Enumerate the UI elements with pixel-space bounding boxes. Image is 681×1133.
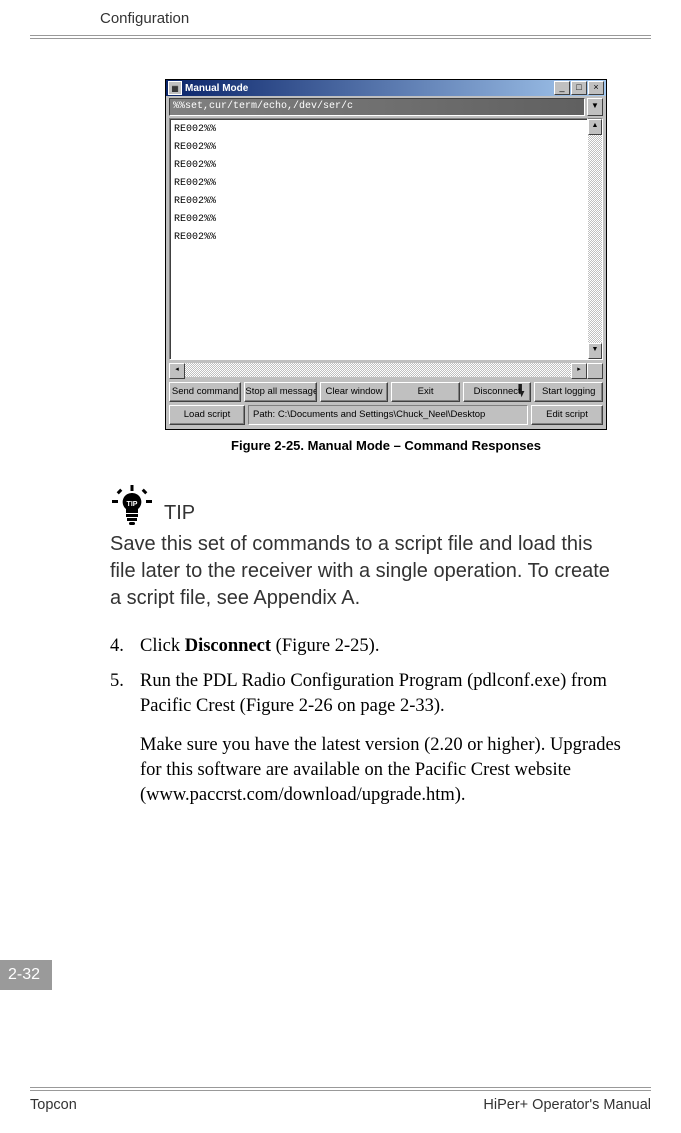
steps-list: 4. Click Disconnect (Figure 2-25). 5. Ru… bbox=[110, 634, 621, 808]
clear-window-button[interactable]: Clear window bbox=[320, 382, 389, 402]
output-line: RE002%% bbox=[174, 157, 583, 175]
scroll-down-icon[interactable]: ▼ bbox=[588, 343, 602, 359]
horizontal-scrollbar[interactable]: ◂ ▸ bbox=[169, 363, 603, 377]
stop-messages-button[interactable]: Stop all messages bbox=[244, 382, 316, 402]
scroll-left-icon[interactable]: ◂ bbox=[169, 363, 185, 379]
send-command-button[interactable]: Send command bbox=[169, 382, 241, 402]
output-area: RE002%% RE002%% RE002%% RE002%% RE002%% … bbox=[169, 118, 588, 360]
output-line: RE002%% bbox=[174, 121, 583, 139]
screenshot-figure: ▦ Manual Mode _ □ × %%set,cur/term/echo,… bbox=[165, 79, 607, 430]
page-number: 2-32 bbox=[0, 960, 52, 990]
step-body: Click Disconnect (Figure 2-25). bbox=[140, 634, 621, 659]
footer-rule bbox=[30, 1087, 651, 1091]
step-number: 4. bbox=[110, 634, 140, 659]
exit-button[interactable]: Exit bbox=[391, 382, 460, 402]
step-number: 5. bbox=[110, 669, 140, 808]
step-text: (Figure 2-25). bbox=[271, 636, 379, 656]
step-text: Click bbox=[140, 636, 185, 656]
start-logging-button[interactable]: Start logging bbox=[534, 382, 603, 402]
output-line: RE002%% bbox=[174, 229, 583, 247]
step-paragraph: Make sure you have the latest version (2… bbox=[140, 733, 621, 808]
app-icon: ▦ bbox=[168, 81, 182, 95]
step-bold: Disconnect bbox=[185, 636, 271, 656]
tip-icon: TIP bbox=[110, 483, 154, 527]
footer-right: HiPer+ Operator's Manual bbox=[483, 1097, 651, 1113]
step-body: Run the PDL Radio Configuration Program … bbox=[140, 669, 621, 808]
svg-text:TIP: TIP bbox=[127, 501, 138, 508]
minimize-button[interactable]: _ bbox=[554, 81, 570, 95]
output-line: RE002%% bbox=[174, 139, 583, 157]
tip-body: Save this set of commands to a script fi… bbox=[110, 531, 621, 612]
section-header: Configuration bbox=[0, 10, 651, 35]
output-line: RE002%% bbox=[174, 193, 583, 211]
output-line: RE002%% bbox=[174, 211, 583, 229]
scroll-track[interactable] bbox=[185, 363, 571, 377]
step-paragraph: Run the PDL Radio Configuration Program … bbox=[140, 669, 621, 719]
scroll-track[interactable] bbox=[588, 135, 602, 343]
window-titlebar: ▦ Manual Mode _ □ × bbox=[166, 80, 606, 96]
path-label: Path: C:\Documents and Settings\Chuck_Ne… bbox=[248, 405, 528, 425]
manual-mode-window: ▦ Manual Mode _ □ × %%set,cur/term/echo,… bbox=[165, 79, 607, 430]
scroll-right-icon[interactable]: ▸ bbox=[571, 363, 587, 379]
command-dropdown-icon[interactable]: ▼ bbox=[587, 98, 603, 116]
command-input[interactable]: %%set,cur/term/echo,/dev/ser/c bbox=[169, 98, 585, 116]
header-rule bbox=[30, 35, 651, 39]
footer-left: Topcon bbox=[30, 1097, 77, 1113]
vertical-scrollbar[interactable]: ▲ ▼ bbox=[588, 118, 603, 360]
footer: Topcon HiPer+ Operator's Manual bbox=[30, 1087, 651, 1113]
window-title: Manual Mode bbox=[185, 83, 554, 94]
tip-block: TIP TIP Save this set of commands to a s… bbox=[110, 483, 621, 612]
scroll-up-icon[interactable]: ▲ bbox=[588, 119, 602, 135]
figure-caption: Figure 2-25. Manual Mode – Command Respo… bbox=[165, 438, 607, 453]
output-line: RE002%% bbox=[174, 175, 583, 193]
close-button[interactable]: × bbox=[588, 81, 604, 95]
load-script-button[interactable]: Load script bbox=[169, 405, 245, 425]
tip-label: TIP bbox=[164, 502, 195, 525]
edit-script-button[interactable]: Edit script bbox=[531, 405, 603, 425]
scroll-corner bbox=[587, 363, 603, 379]
disconnect-button[interactable]: Disconnect bbox=[463, 382, 532, 402]
maximize-button[interactable]: □ bbox=[571, 81, 587, 95]
